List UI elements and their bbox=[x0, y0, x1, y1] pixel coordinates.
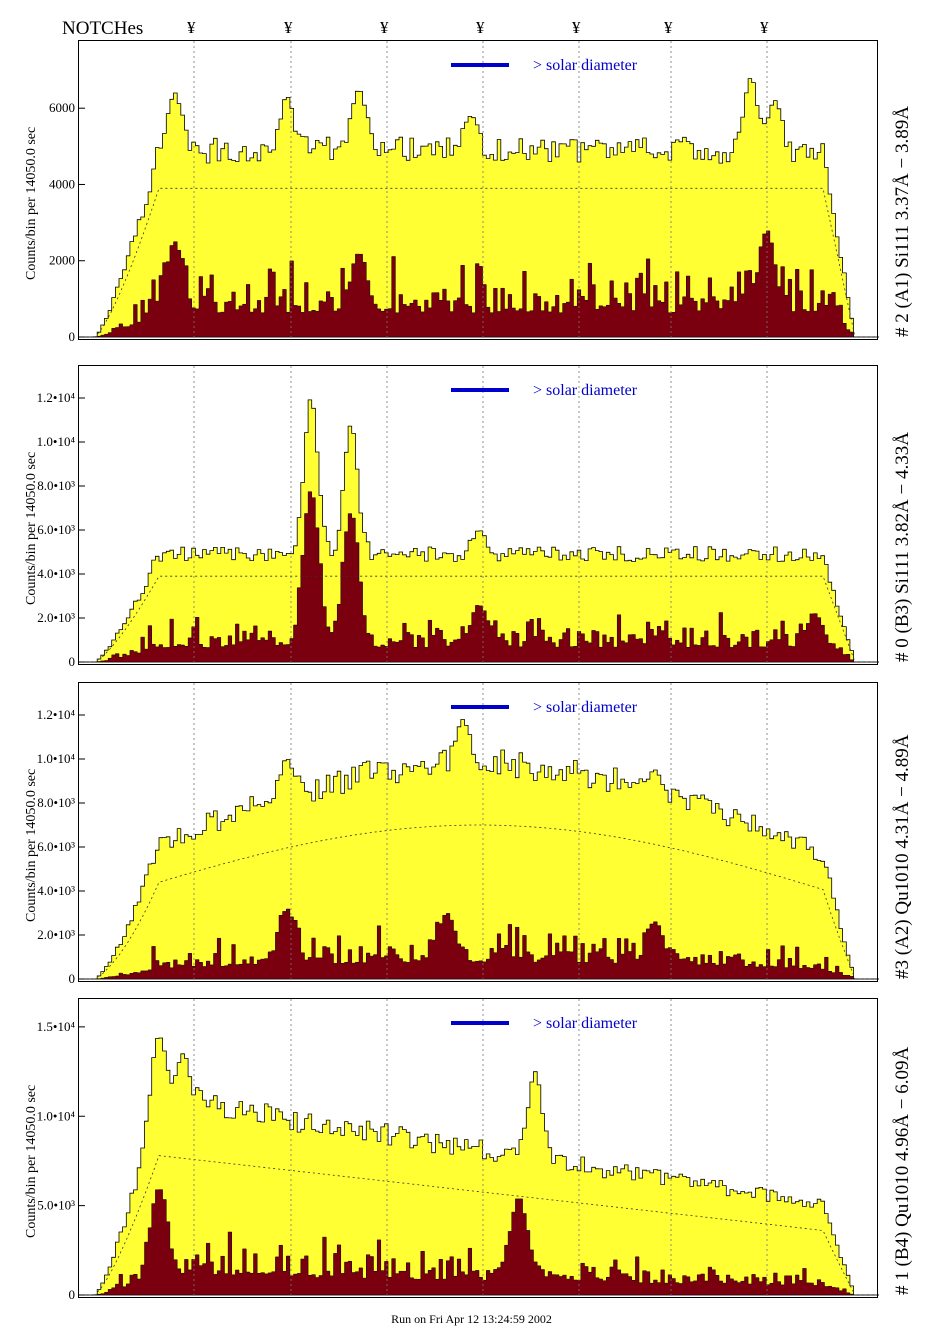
y-tick-label: 1.2•10⁴ bbox=[37, 707, 76, 722]
model-curve bbox=[79, 1155, 879, 1296]
panel-label: # 1 (B4) Qu1010 4.96Å − 6.09Å bbox=[892, 1046, 913, 1295]
y-axis-label: Counts/bin per 14050.0 sec bbox=[24, 1084, 39, 1238]
series-background-counts bbox=[79, 230, 879, 338]
model-curve bbox=[79, 824, 879, 980]
panel-plot: 0 2000 4000 6000 > solar diameter bbox=[49, 41, 879, 344]
y-tick-label: 6.0•10³ bbox=[37, 839, 75, 854]
panel-label: #3 (A2) Qu1010 4.31Å − 4.89Å bbox=[892, 734, 913, 979]
notch-marker: ¥ bbox=[476, 18, 485, 37]
model-curve bbox=[79, 187, 879, 338]
y-tick-label: 1.5•10⁴ bbox=[37, 1019, 76, 1034]
y-tick-label: 1.2•10⁴ bbox=[37, 390, 76, 405]
y-tick-label: 1.0•10⁴ bbox=[37, 751, 76, 766]
y-tick-label: 4000 bbox=[49, 176, 75, 191]
y-tick-label: 1.0•10⁴ bbox=[37, 1108, 76, 1123]
notch-marker: ¥ bbox=[760, 18, 769, 37]
y-tick-label: 0 bbox=[69, 1287, 76, 1302]
panel-plot: 0 2.0•10³ 4.0•10³ 6.0•10³ 8.0•10³ 1.0•10⁴ 1.2•… bbox=[37, 683, 879, 986]
solar-diameter-label: > solar diameter bbox=[533, 57, 638, 74]
y-tick-label: 8.0•10³ bbox=[37, 795, 75, 810]
y-tick-label: 0 bbox=[69, 329, 76, 344]
panel-plot: 0 5.0•10³ 1.0•10⁴ 1.5•10⁴ > solar diameter bbox=[37, 999, 879, 1302]
chart-panel: 0 2.0•10³ 4.0•10³ 6.0•10³ 8.0•10³ 1.0•10⁴ 1.2•… bbox=[37, 682, 879, 986]
y-tick-label: 2000 bbox=[49, 253, 75, 268]
run-timestamp: Run on Fri Apr 12 13:24:59 2002 bbox=[391, 1312, 552, 1326]
chart-panel: 0 2.0•10³ 4.0•10³ 6.0•10³ 8.0•10³ 1.0•10⁴ 1.2•… bbox=[37, 365, 879, 669]
model-curve bbox=[79, 575, 879, 663]
y-tick-label: 0 bbox=[69, 971, 76, 986]
y-tick-label: 2.0•10³ bbox=[37, 927, 75, 942]
series-total-counts bbox=[79, 1037, 879, 1296]
y-tick-label: 2.0•10³ bbox=[37, 610, 75, 625]
notches-label: NOTCHes bbox=[62, 18, 144, 39]
series-background-counts bbox=[79, 1189, 879, 1296]
panel-label: # 0 (B3) Si111 3.82Å − 4.33Å bbox=[892, 432, 913, 662]
y-tick-label: 1.0•10⁴ bbox=[37, 434, 76, 449]
y-tick-label: 4.0•10³ bbox=[37, 883, 75, 898]
notch-marker: ¥ bbox=[187, 18, 196, 37]
notch-marker: ¥ bbox=[284, 18, 293, 37]
panel-label: # 2 (A1) Si111 3.37Å − 3.89Å bbox=[892, 106, 913, 337]
chart-panel: 0 5.0•10³ 1.0•10⁴ 1.5•10⁴ > solar diameter bbox=[37, 998, 879, 1302]
series-total-counts bbox=[79, 399, 879, 663]
y-tick-label: 0 bbox=[69, 654, 76, 669]
y-tick-label: 8.0•10³ bbox=[37, 478, 75, 493]
solar-diameter-label: > solar diameter bbox=[533, 382, 638, 399]
y-axis-label: Counts/bin per 14050.0 sec bbox=[24, 768, 39, 922]
y-axis-label: Counts/bin per 14050.0 sec bbox=[24, 126, 39, 280]
y-tick-label: 4.0•10³ bbox=[37, 566, 75, 581]
y-axis-label: Counts/bin per 14050.0 sec bbox=[24, 451, 39, 605]
series-background-counts bbox=[79, 908, 879, 980]
panel-plot: 0 2.0•10³ 4.0•10³ 6.0•10³ 8.0•10³ 1.0•10⁴ 1.2•… bbox=[37, 366, 879, 669]
solar-diameter-label: > solar diameter bbox=[533, 1015, 638, 1032]
notch-marker: ¥ bbox=[572, 18, 581, 37]
solar-diameter-label: > solar diameter bbox=[533, 699, 638, 716]
y-tick-label: 6000 bbox=[49, 100, 75, 115]
chart-panel: 0 2000 4000 6000 > solar diameter bbox=[49, 40, 879, 344]
y-tick-label: 5.0•10³ bbox=[37, 1198, 75, 1213]
series-background-counts bbox=[79, 491, 879, 663]
notch-marker: ¥ bbox=[380, 18, 389, 37]
notch-marker: ¥ bbox=[664, 18, 673, 37]
series-total-counts bbox=[79, 719, 879, 980]
y-tick-label: 6.0•10³ bbox=[37, 522, 75, 537]
